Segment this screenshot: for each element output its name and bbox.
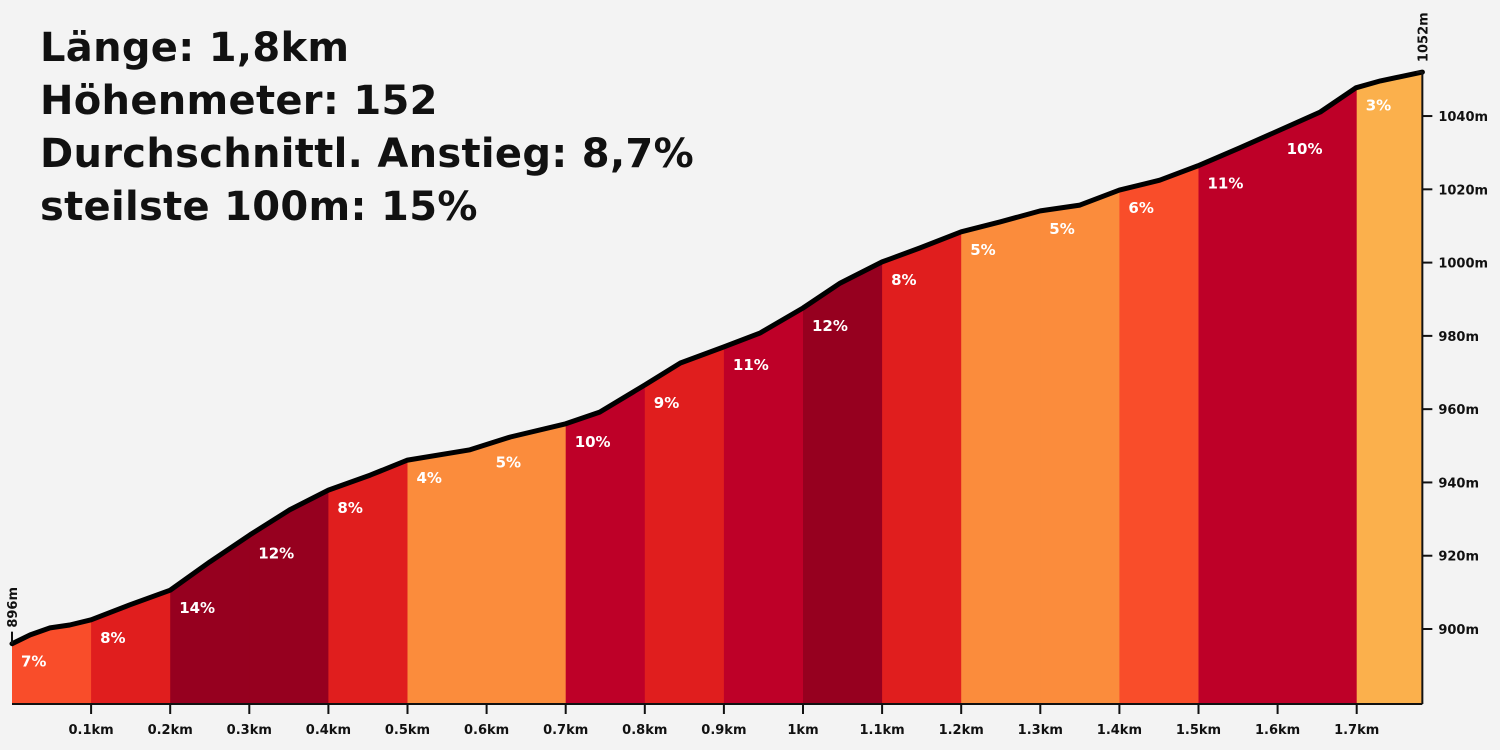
stat-length: Länge: 1,8km [40, 25, 350, 71]
x-tick-label-14: 1.4km [1097, 723, 1142, 738]
x-tick-label-13: 1.3km [1018, 723, 1063, 738]
gradient-label-9: 9% [654, 394, 679, 412]
gradient-label-6: 4% [417, 469, 442, 487]
gradient-segment-15 [1119, 72, 1199, 704]
gradient-label-11: 12% [812, 317, 848, 335]
gradient-segment-11 [803, 72, 883, 704]
gradient-segment-13 [961, 72, 1041, 704]
x-tick-label-5: 0.5km [385, 723, 430, 738]
y-tick-label-5: 980m [1438, 330, 1479, 345]
x-tick-label-11: 1.1km [859, 723, 904, 738]
gradient-segment-17 [1277, 72, 1358, 704]
gradient-label-13: 5% [970, 241, 995, 259]
gradient-segment-18 [1356, 72, 1423, 704]
gradient-label-8: 10% [575, 433, 611, 451]
y-tick-label-7: 1020m [1438, 183, 1488, 198]
gradient-label-7: 5% [496, 454, 521, 472]
y-tick-label-3: 940m [1438, 476, 1479, 491]
x-tick-label-6: 0.6km [464, 723, 509, 738]
x-tick-label-8: 0.8km [622, 723, 667, 738]
y-tick-label-4: 960m [1438, 403, 1479, 418]
gradient-label-2: 8% [100, 629, 125, 647]
stat-steepest-100m: steilste 100m: 15% [40, 184, 478, 230]
end-elevation-label: 1052m [1416, 12, 1431, 62]
x-tick-label-12: 1.2km [939, 723, 984, 738]
gradient-label-1: 7% [21, 653, 46, 671]
gradient-segment-16 [1198, 72, 1279, 704]
x-tick-label-9: 0.9km [701, 723, 746, 738]
x-tick-label-17: 1.7km [1334, 723, 1379, 738]
x-tick-label-15: 1.5km [1176, 723, 1221, 738]
profile-line [9, 69, 1425, 647]
x-tick-label-2: 0.2km [148, 723, 193, 738]
y-tick-label-1: 900m [1438, 623, 1479, 638]
gradient-label-16: 11% [1208, 175, 1244, 193]
gradient-label-17: 10% [1287, 140, 1323, 158]
x-tick-label-4: 0.4km [306, 723, 351, 738]
y-tick-label-6: 1000m [1438, 257, 1488, 272]
gradient-label-18: 3% [1366, 97, 1391, 115]
gradient-label-10: 11% [733, 356, 769, 374]
x-tick-label-7: 0.7km [543, 723, 588, 738]
stat-average-gradient: Durchschnittl. Anstieg: 8,7% [40, 131, 694, 177]
gradient-label-3: 14% [179, 599, 215, 617]
y-tick-label-2: 920m [1438, 550, 1479, 565]
x-tick-label-16: 1.6km [1255, 723, 1300, 738]
gradient-segment-10 [723, 72, 804, 704]
gradient-segment-12 [882, 72, 962, 704]
start-elevation-label: 896m [6, 587, 21, 628]
x-tick-label-1: 0.1km [68, 723, 113, 738]
gradient-label-15: 6% [1128, 199, 1153, 217]
gradient-label-12: 8% [891, 271, 916, 289]
gradient-label-5: 8% [337, 499, 362, 517]
stat-elevation-gain: Höhenmeter: 152 [40, 78, 438, 124]
stats-panel: Länge: 1,8km Höhenmeter: 152 Durchschnit… [40, 22, 694, 234]
gradient-label-14: 5% [1049, 220, 1074, 238]
x-tick-label-3: 0.3km [227, 723, 272, 738]
gradient-segment-14 [1040, 72, 1120, 704]
y-tick-label-8: 1040m [1438, 110, 1488, 125]
x-tick-label-10: 1km [787, 723, 818, 738]
gradient-label-4: 12% [258, 544, 294, 562]
